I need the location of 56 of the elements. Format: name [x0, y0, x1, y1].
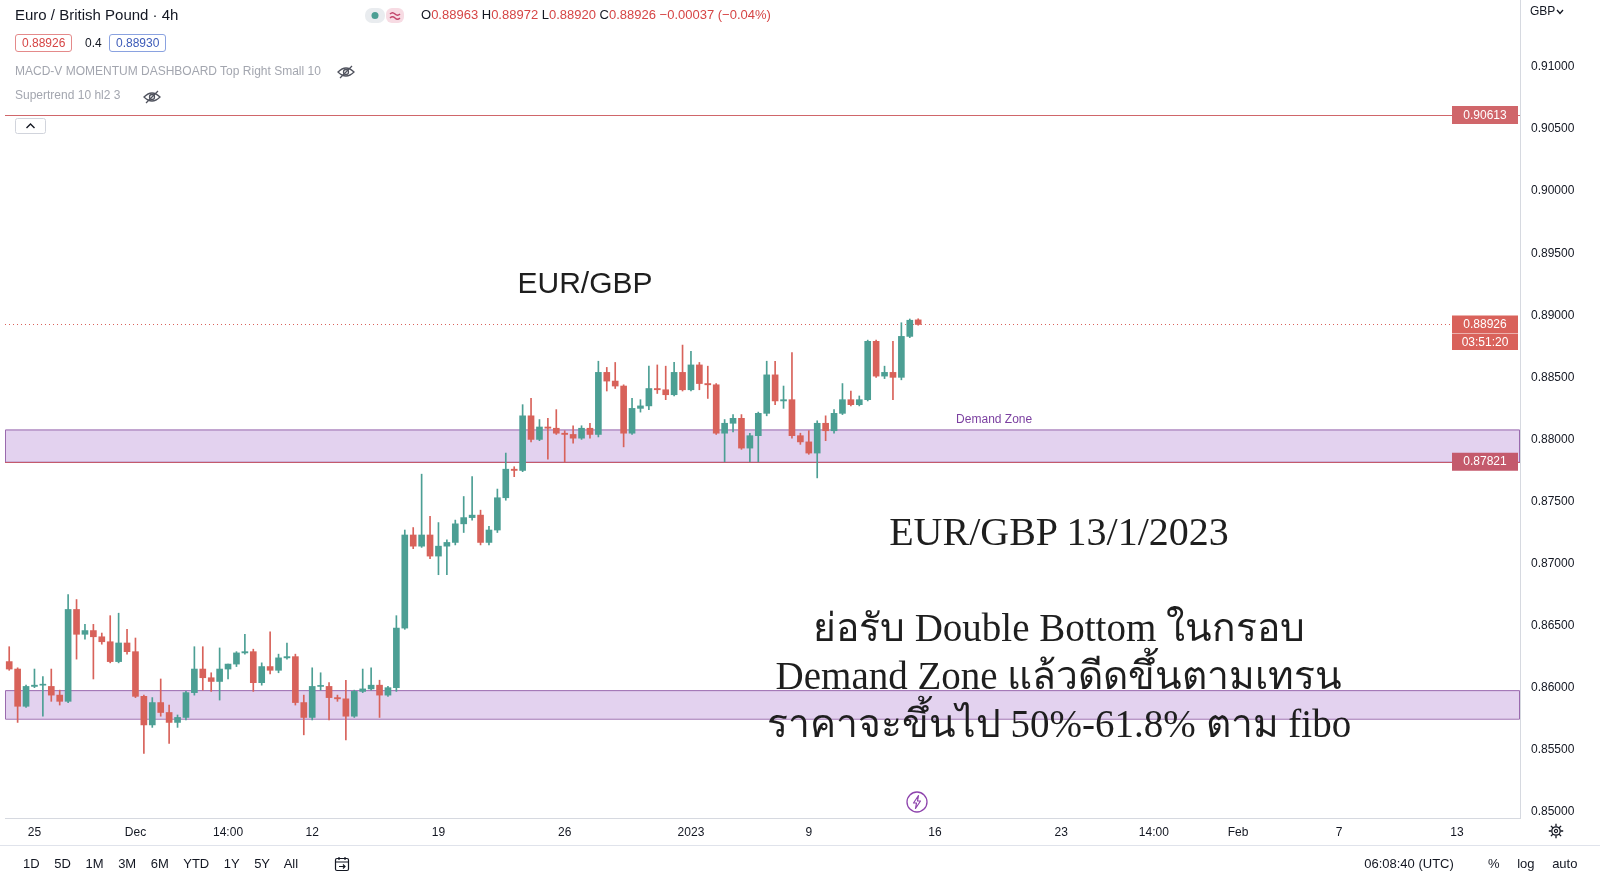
x-tick-label: 26	[558, 824, 572, 839]
annotation: EUR/GBP	[517, 265, 653, 301]
x-tick-label: 19	[431, 824, 446, 839]
candlestick	[611, 362, 619, 389]
text: GBP	[1530, 4, 1556, 19]
y-tick-label: 0.89500	[1531, 245, 1575, 260]
x-tick-label: 25	[27, 824, 42, 839]
y-tick-label: 0.85000	[1531, 804, 1575, 819]
candlestick	[544, 417, 552, 460]
y-tick-label: 0.86500	[1531, 617, 1575, 632]
y-tick-label: 0.86000	[1531, 679, 1575, 694]
candlestick	[283, 642, 291, 660]
annotation: O0.88963 H0.88972 L0.88920 C0.88926 −0.00037 (−0.04%)	[421, 7, 771, 22]
y-tick-label: 0.87500	[1531, 493, 1575, 508]
annotation: 03:51:20	[1452, 334, 1518, 351]
x-tick-label: 9	[805, 824, 813, 839]
x-tick-label: 14:00	[1138, 824, 1170, 839]
annotation: 0.88930	[109, 34, 167, 53]
candlestick	[266, 631, 274, 675]
chart-title: Euro / British Pound · 4h	[15, 6, 179, 24]
y-tick-label: 0.88500	[1531, 369, 1575, 384]
x-tick-label: 13	[1450, 824, 1464, 839]
y-tick-label: 0.90500	[1531, 121, 1575, 136]
annotation: EUR/GBP 13/1/2023	[889, 508, 1229, 556]
annotation: MACD-V MOMENTUM DASHBOARD Top Right Small 10	[15, 64, 321, 79]
text: 06:08:40 (UTC)	[1364, 856, 1454, 872]
band-label: Demand Zone	[956, 411, 1033, 426]
ref-line-label: 0.90613	[1463, 107, 1508, 122]
x-tick-label: 16	[928, 824, 943, 839]
annotation: 0.4	[85, 36, 102, 51]
candlestick	[510, 466, 518, 477]
y-tick-label: 0.91000	[1531, 59, 1575, 74]
y-tick-label: 0.90000	[1531, 183, 1575, 198]
text: % log auto	[1488, 856, 1578, 872]
x-tick-label: Dec	[124, 824, 147, 839]
candlestick	[889, 341, 897, 401]
x-tick-label: 2023	[677, 824, 705, 839]
candlestick	[241, 633, 249, 655]
candlestick	[207, 672, 215, 692]
candlestick	[199, 646, 207, 691]
x-tick-label: 23	[1054, 824, 1069, 839]
y-tick-label: 0.85500	[1531, 742, 1575, 757]
y-tick-label: 0.88000	[1531, 431, 1575, 446]
text: 1D 5D 1M 3M 6M YTD 1Y 5Y All	[23, 856, 299, 872]
ref-line-label: 0.87821	[1463, 454, 1508, 469]
x-tick-label: 12	[305, 824, 320, 839]
annotation: 0.88926	[15, 34, 73, 53]
x-tick-label: Feb	[1227, 824, 1249, 839]
candlestick	[39, 676, 47, 717]
y-tick-label: 0.87000	[1531, 555, 1575, 570]
ref-line-label: 0.88926	[1463, 317, 1508, 332]
x-tick-label: 7	[1335, 824, 1343, 839]
annotation: ย่อรับ Double Bottom ในกรอบ Demand Zone แล้วดีดขึ้นตามเทรน ราคาจะขึ้นไป 50%-61.8% ตาม fibo	[766, 605, 1352, 747]
y-tick-label: 0.89000	[1531, 307, 1575, 322]
annotation: Supertrend 10 hl2 3	[15, 88, 121, 103]
x-tick-label: 14:00	[213, 824, 244, 839]
